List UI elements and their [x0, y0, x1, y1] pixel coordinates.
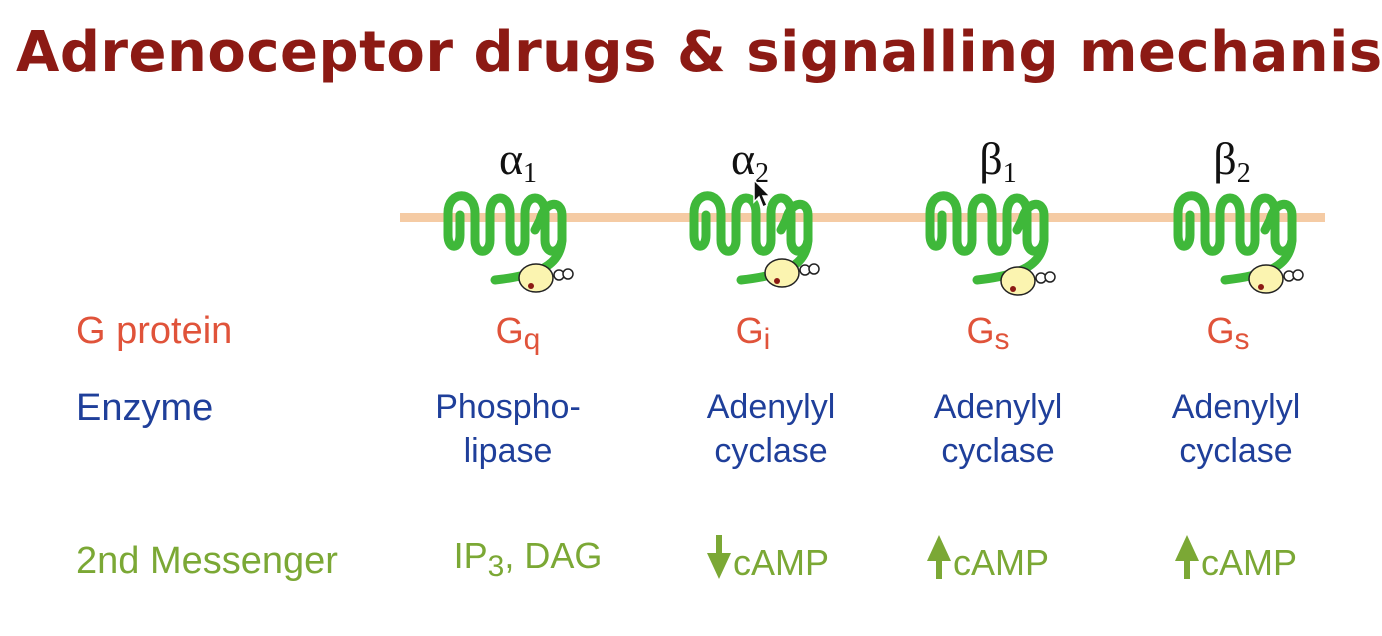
receptor-alpha2-label: α2 — [690, 132, 810, 190]
arrow-up-icon — [926, 535, 951, 579]
gpcr-alpha2-icon — [689, 191, 820, 288]
enzyme-line2: lipase — [463, 432, 553, 470]
receptor-subscript: 1 — [523, 158, 538, 189]
g-letter: G — [966, 310, 995, 351]
cell-membrane — [400, 213, 1325, 222]
enzyme-line1: Adenylyl — [933, 388, 1063, 426]
mouse-cursor-icon — [753, 178, 772, 209]
arrow-down-icon — [706, 535, 731, 579]
receptor-beta2-label: β2 — [1172, 132, 1292, 190]
enzyme-line1: Phospho- — [435, 388, 581, 426]
g-sub: i — [763, 323, 771, 356]
enzyme-line2: cyclase — [941, 432, 1055, 470]
g-sub: q — [523, 323, 541, 356]
messenger-beta1: cAMP — [888, 535, 1088, 584]
messenger-sub: 3 — [487, 550, 505, 583]
row-label-enzyme: Enzyme — [76, 387, 214, 429]
gpcr-beta2-icon — [1173, 191, 1304, 294]
g-sub: s — [994, 323, 1010, 356]
g-protein-alpha2: Gi — [653, 310, 853, 357]
enzyme-line1: Adenylyl — [706, 388, 836, 426]
page-title: Adrenoceptor drugs & signalling mechanis… — [16, 20, 1382, 85]
receptor-symbol: β — [979, 133, 1003, 184]
g-protein-beta1: Gs — [888, 310, 1088, 357]
enzyme-alpha2: Adenylyl cyclase — [671, 385, 871, 473]
receptor-subscript: 1 — [1002, 158, 1017, 189]
receptor-symbol: α — [498, 133, 524, 184]
enzyme-line2: cyclase — [714, 432, 828, 470]
enzyme-line2: cyclase — [1179, 432, 1293, 470]
messenger-text: cAMP — [1200, 542, 1297, 583]
g-protein-alpha1: Gq — [418, 310, 618, 357]
gpcr-beta1-icon — [925, 191, 1056, 296]
messenger-text: cAMP — [952, 542, 1049, 583]
messenger-rest: , DAG — [504, 535, 603, 576]
receptor-symbol: β — [1213, 133, 1237, 184]
receptor-beta1-label: β1 — [938, 132, 1058, 190]
g-letter: G — [495, 310, 524, 351]
g-letter: G — [1206, 310, 1235, 351]
row-label-messenger: 2nd Messenger — [76, 540, 338, 582]
messenger-alpha2: cAMP — [668, 535, 868, 584]
gpcr-alpha1-icon — [443, 191, 574, 293]
enzyme-beta1: Adenylyl cyclase — [898, 385, 1098, 473]
receptor-alpha1-label: α1 — [458, 132, 578, 190]
enzyme-alpha1: Phospho-lipase — [408, 385, 608, 473]
enzyme-beta2: Adenylyl cyclase — [1136, 385, 1336, 473]
row-label-g-protein: G protein — [76, 310, 233, 352]
enzyme-line1: Adenylyl — [1171, 388, 1301, 426]
receptor-subscript: 2 — [1236, 158, 1251, 189]
messenger-text: IP — [453, 535, 488, 576]
messenger-alpha1: IP3, DAG — [428, 535, 628, 584]
g-sub: s — [1234, 323, 1250, 356]
messenger-text: cAMP — [732, 542, 829, 583]
g-letter: G — [735, 310, 764, 351]
g-protein-beta2: Gs — [1128, 310, 1328, 357]
messenger-beta2: cAMP — [1136, 535, 1336, 584]
receptor-subscript: 2 — [755, 158, 770, 189]
arrow-up-icon — [1174, 535, 1199, 579]
receptor-symbol: α — [730, 133, 756, 184]
